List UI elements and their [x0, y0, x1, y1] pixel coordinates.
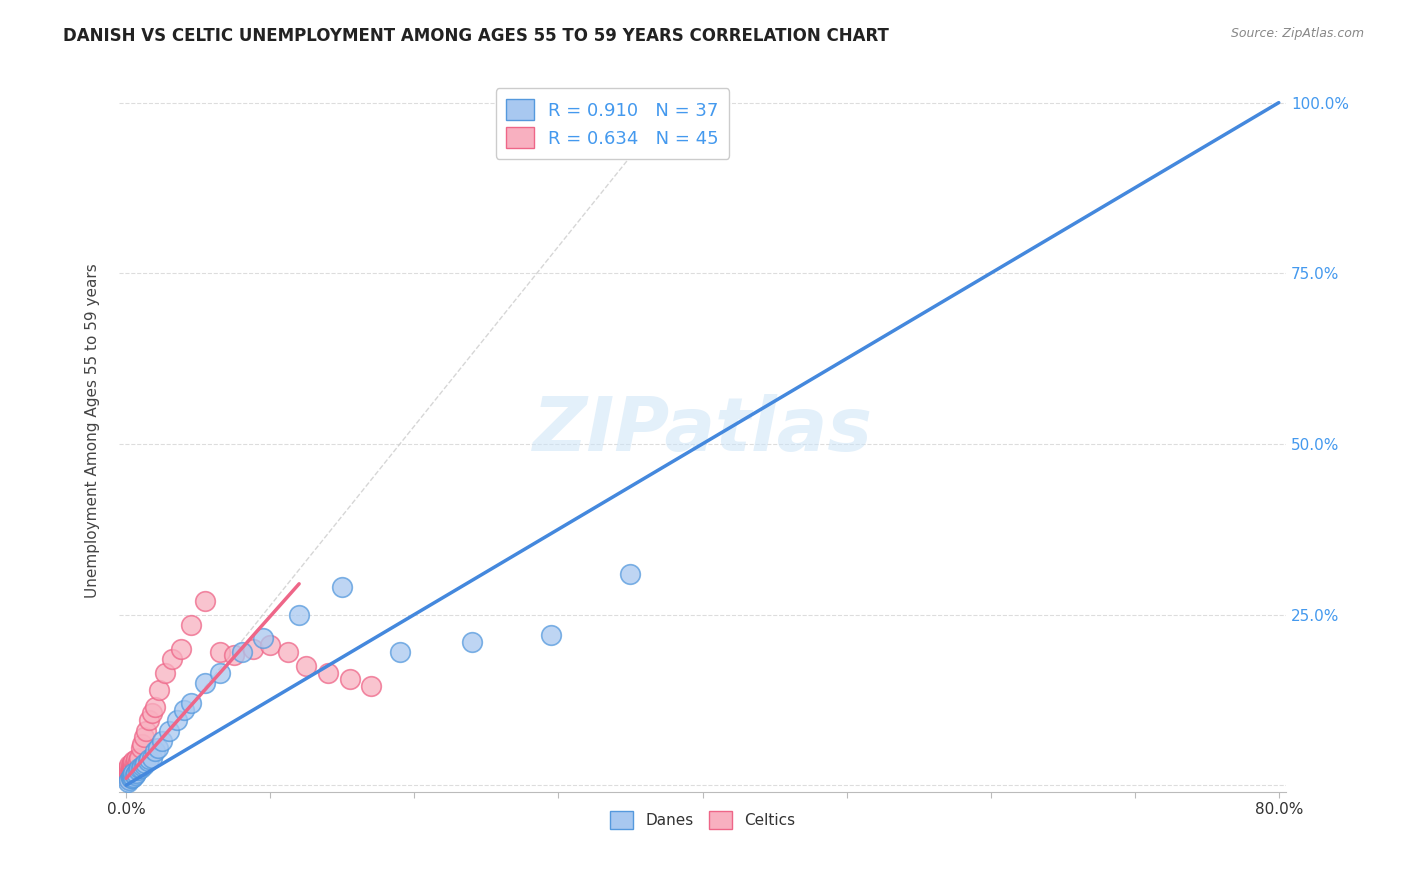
Point: [252, 632, 274, 646]
Point: [138, 714, 160, 728]
Point: [122, 754, 145, 768]
Point: [316, 665, 339, 680]
Point: [259, 638, 281, 652]
Point: [124, 768, 146, 782]
Point: [131, 737, 153, 751]
Point: [159, 723, 181, 738]
Point: [170, 641, 193, 656]
Point: [277, 645, 299, 659]
Point: [231, 645, 253, 659]
Point: [125, 759, 148, 773]
Point: [117, 764, 139, 779]
Point: [120, 757, 142, 772]
Point: [619, 566, 641, 581]
Point: [121, 772, 143, 786]
Point: [461, 635, 484, 649]
Text: DANISH VS CELTIC UNEMPLOYMENT AMONG AGES 55 TO 59 YEARS CORRELATION CHART: DANISH VS CELTIC UNEMPLOYMENT AMONG AGES…: [63, 27, 889, 45]
Legend: Danes, Celtics: Danes, Celtics: [605, 805, 801, 835]
Point: [124, 756, 146, 771]
Point: [117, 772, 139, 786]
Point: [132, 731, 155, 745]
Point: [127, 763, 149, 777]
Point: [146, 740, 169, 755]
Point: [122, 759, 145, 773]
Point: [129, 761, 152, 775]
Point: [117, 774, 139, 789]
Point: [540, 628, 562, 642]
Point: [125, 752, 148, 766]
Point: [388, 645, 411, 659]
Point: [122, 770, 145, 784]
Point: [121, 761, 143, 775]
Point: [143, 699, 166, 714]
Point: [136, 754, 159, 768]
Point: [125, 765, 148, 780]
Point: [224, 648, 246, 663]
Point: [339, 673, 361, 687]
Point: [208, 645, 231, 659]
Point: [134, 756, 156, 771]
Point: [194, 675, 217, 690]
Point: [288, 607, 311, 622]
Point: [173, 703, 195, 717]
Point: [118, 772, 141, 787]
Point: [194, 594, 217, 608]
Point: [121, 756, 143, 771]
Point: [153, 665, 176, 680]
Point: [143, 744, 166, 758]
Point: [118, 768, 141, 782]
Point: [150, 733, 173, 747]
Point: [295, 658, 318, 673]
Text: ZIPatlas: ZIPatlas: [533, 393, 873, 467]
Point: [117, 761, 139, 775]
Point: [120, 761, 142, 775]
Point: [180, 696, 202, 710]
Point: [121, 768, 143, 782]
Point: [124, 761, 146, 775]
Point: [128, 751, 150, 765]
Point: [141, 706, 163, 721]
Point: [330, 580, 353, 594]
Point: [162, 652, 184, 666]
Point: [117, 768, 139, 782]
Point: [208, 665, 231, 680]
Point: [180, 617, 202, 632]
Point: [120, 764, 142, 779]
Point: [129, 740, 152, 755]
Point: [120, 770, 142, 784]
Point: [118, 757, 141, 772]
Point: [118, 761, 141, 775]
Point: [141, 751, 163, 765]
Point: [121, 764, 143, 779]
Point: [128, 761, 150, 775]
Point: [360, 679, 382, 693]
Point: [122, 763, 145, 777]
Point: [127, 754, 149, 768]
Point: [242, 641, 264, 656]
Point: [135, 723, 157, 738]
Text: Source: ZipAtlas.com: Source: ZipAtlas.com: [1230, 27, 1364, 40]
Point: [166, 714, 188, 728]
Y-axis label: Unemployment Among Ages 55 to 59 years: Unemployment Among Ages 55 to 59 years: [86, 263, 100, 598]
Point: [131, 759, 153, 773]
Point: [120, 772, 142, 786]
Point: [148, 682, 170, 697]
Point: [118, 764, 141, 779]
Point: [122, 765, 145, 780]
Point: [1296, 109, 1319, 123]
Point: [138, 752, 160, 766]
Point: [132, 757, 155, 772]
